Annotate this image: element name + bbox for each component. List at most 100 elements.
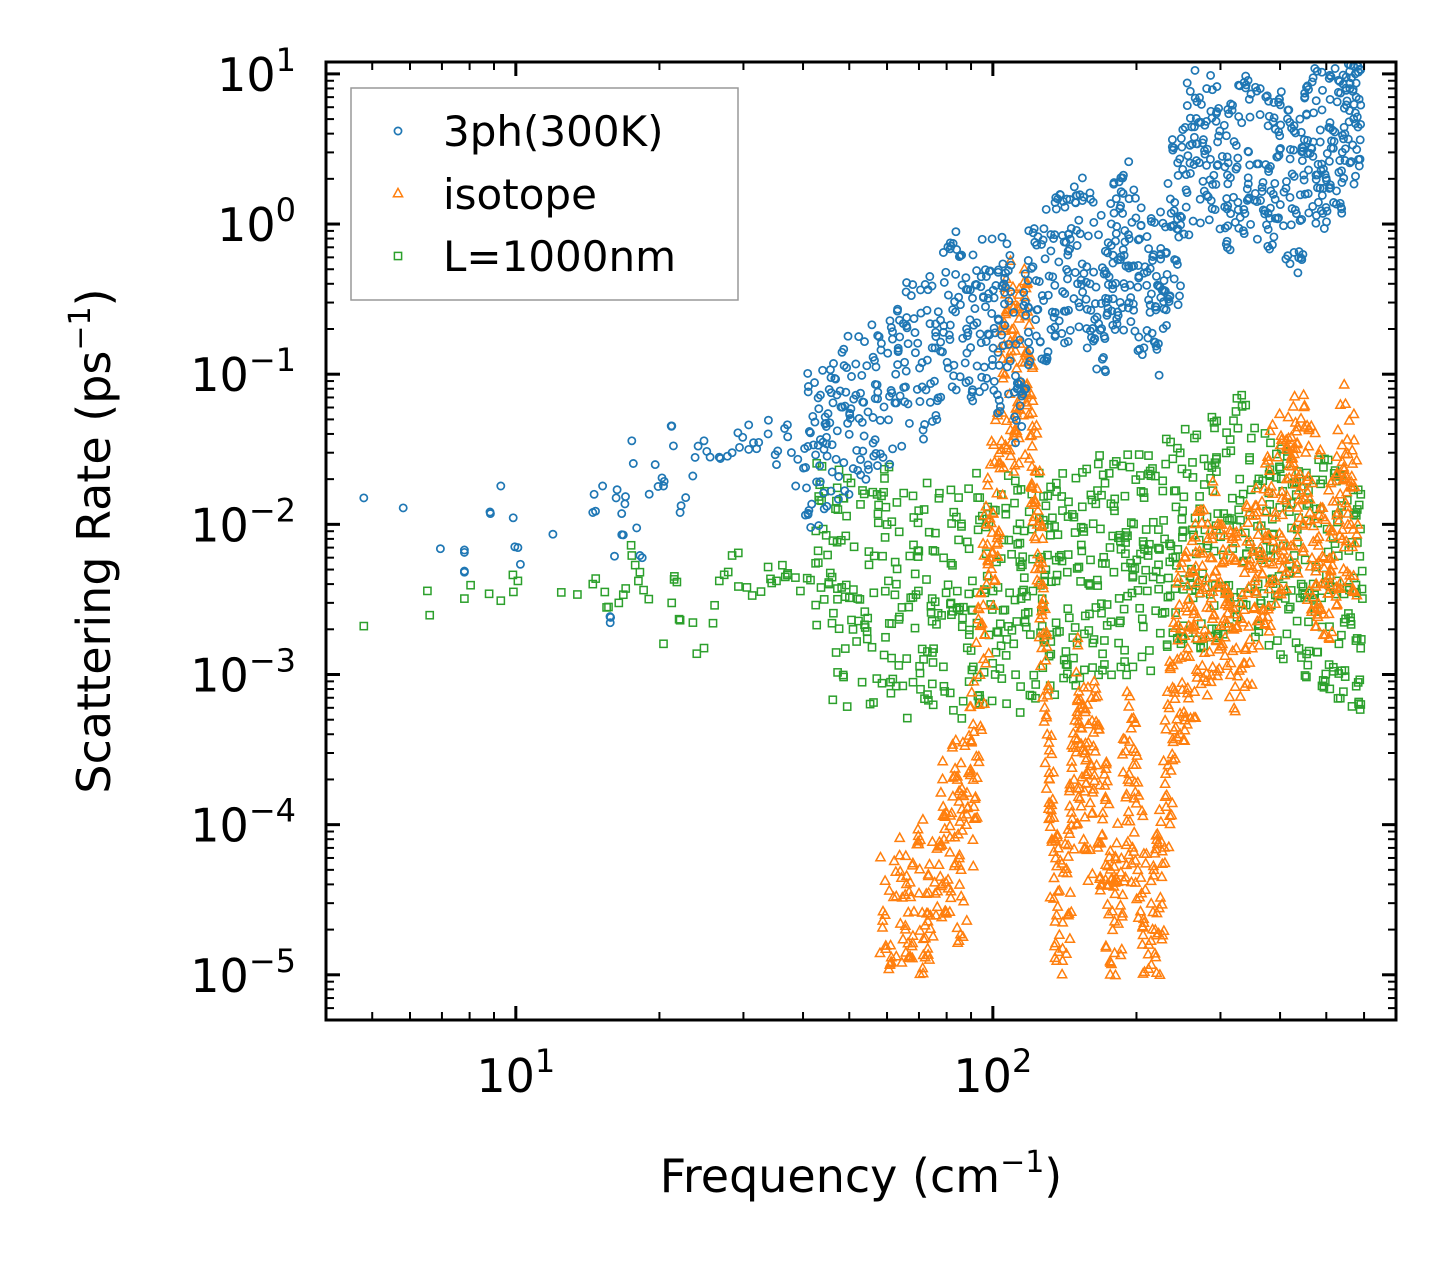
data-point xyxy=(887,653,896,663)
data-point xyxy=(978,697,991,708)
data-point xyxy=(1255,84,1265,94)
data-point xyxy=(1130,892,1143,904)
data-point xyxy=(1310,64,1320,73)
data-point xyxy=(930,343,940,353)
data-point xyxy=(1334,669,1344,678)
data-point xyxy=(1200,571,1213,583)
data-point xyxy=(1100,365,1110,375)
data-point xyxy=(1005,356,1015,366)
data-point xyxy=(943,580,953,590)
data-point xyxy=(1125,462,1135,472)
data-point xyxy=(904,890,917,902)
data-point xyxy=(1345,158,1355,168)
data-point xyxy=(1324,73,1334,83)
data-point xyxy=(1215,126,1225,136)
data-point xyxy=(1319,576,1331,587)
data-point xyxy=(1040,782,1053,793)
data-point xyxy=(1296,127,1306,137)
data-point xyxy=(1215,556,1228,568)
data-point xyxy=(884,619,894,628)
data-point xyxy=(956,810,969,821)
data-point xyxy=(839,672,848,682)
data-point xyxy=(1253,639,1265,650)
data-point xyxy=(1286,220,1296,230)
data-point xyxy=(1296,519,1309,530)
data-point xyxy=(359,493,369,503)
data-point xyxy=(1269,511,1282,522)
data-point xyxy=(756,587,766,596)
data-point xyxy=(1189,560,1202,571)
data-point xyxy=(954,292,964,302)
data-point xyxy=(1197,547,1210,558)
data-point xyxy=(975,387,984,397)
data-point xyxy=(930,597,940,607)
data-point xyxy=(1097,599,1106,609)
data-point xyxy=(1159,285,1169,295)
data-point xyxy=(1355,135,1365,145)
data-point xyxy=(877,678,887,688)
data-point xyxy=(1219,587,1232,598)
data-point xyxy=(1023,256,1033,265)
data-point xyxy=(1239,229,1249,239)
data-point xyxy=(1183,592,1195,604)
data-point xyxy=(1150,966,1163,978)
data-point xyxy=(870,435,880,445)
data-point xyxy=(1026,394,1039,406)
data-point xyxy=(983,568,995,580)
data-point xyxy=(1017,422,1027,431)
data-point xyxy=(841,387,851,397)
data-point xyxy=(1004,389,1013,399)
data-point xyxy=(841,531,851,541)
data-point xyxy=(1169,721,1182,732)
data-point xyxy=(1298,399,1311,410)
data-point xyxy=(1064,932,1076,943)
data-point xyxy=(1103,850,1116,862)
data-point xyxy=(1275,200,1285,210)
data-point xyxy=(1166,796,1179,808)
data-point xyxy=(1154,370,1164,380)
data-point xyxy=(1024,337,1034,347)
data-point xyxy=(880,474,889,483)
data-point xyxy=(1117,303,1127,313)
data-point xyxy=(1094,230,1103,240)
data-point xyxy=(1038,235,1048,245)
data-point xyxy=(868,413,878,422)
data-point xyxy=(618,590,628,600)
data-point xyxy=(1109,887,1121,899)
data-point xyxy=(1118,733,1131,744)
data-point xyxy=(1235,81,1245,91)
data-point xyxy=(1129,261,1139,271)
data-point xyxy=(1290,465,1302,477)
data-point xyxy=(855,595,865,604)
data-point xyxy=(1211,669,1224,681)
data-point xyxy=(928,546,938,555)
data-point xyxy=(1078,785,1091,796)
data-point xyxy=(1290,472,1302,484)
data-point xyxy=(1146,289,1156,299)
data-point xyxy=(1155,545,1164,554)
data-point xyxy=(1301,486,1314,497)
data-point xyxy=(1177,464,1187,474)
data-point xyxy=(1354,500,1364,510)
data-point xyxy=(1128,563,1137,572)
data-point xyxy=(1087,495,1097,505)
data-point xyxy=(1256,567,1269,578)
data-point xyxy=(964,700,976,712)
data-point xyxy=(954,815,966,826)
data-point xyxy=(995,324,1008,336)
data-point xyxy=(1065,738,1078,750)
data-point xyxy=(828,536,838,546)
data-point xyxy=(1234,505,1244,515)
data-point xyxy=(968,576,977,586)
data-point xyxy=(1000,288,1010,297)
data-point xyxy=(1182,469,1192,478)
data-point xyxy=(1267,534,1279,546)
data-point xyxy=(888,674,898,684)
data-point xyxy=(1319,462,1328,472)
data-point xyxy=(1001,268,1011,278)
data-point xyxy=(1111,817,1124,828)
data-point xyxy=(956,782,968,793)
data-point xyxy=(1229,536,1241,548)
data-point xyxy=(1162,758,1174,770)
data-point xyxy=(1065,905,1078,917)
